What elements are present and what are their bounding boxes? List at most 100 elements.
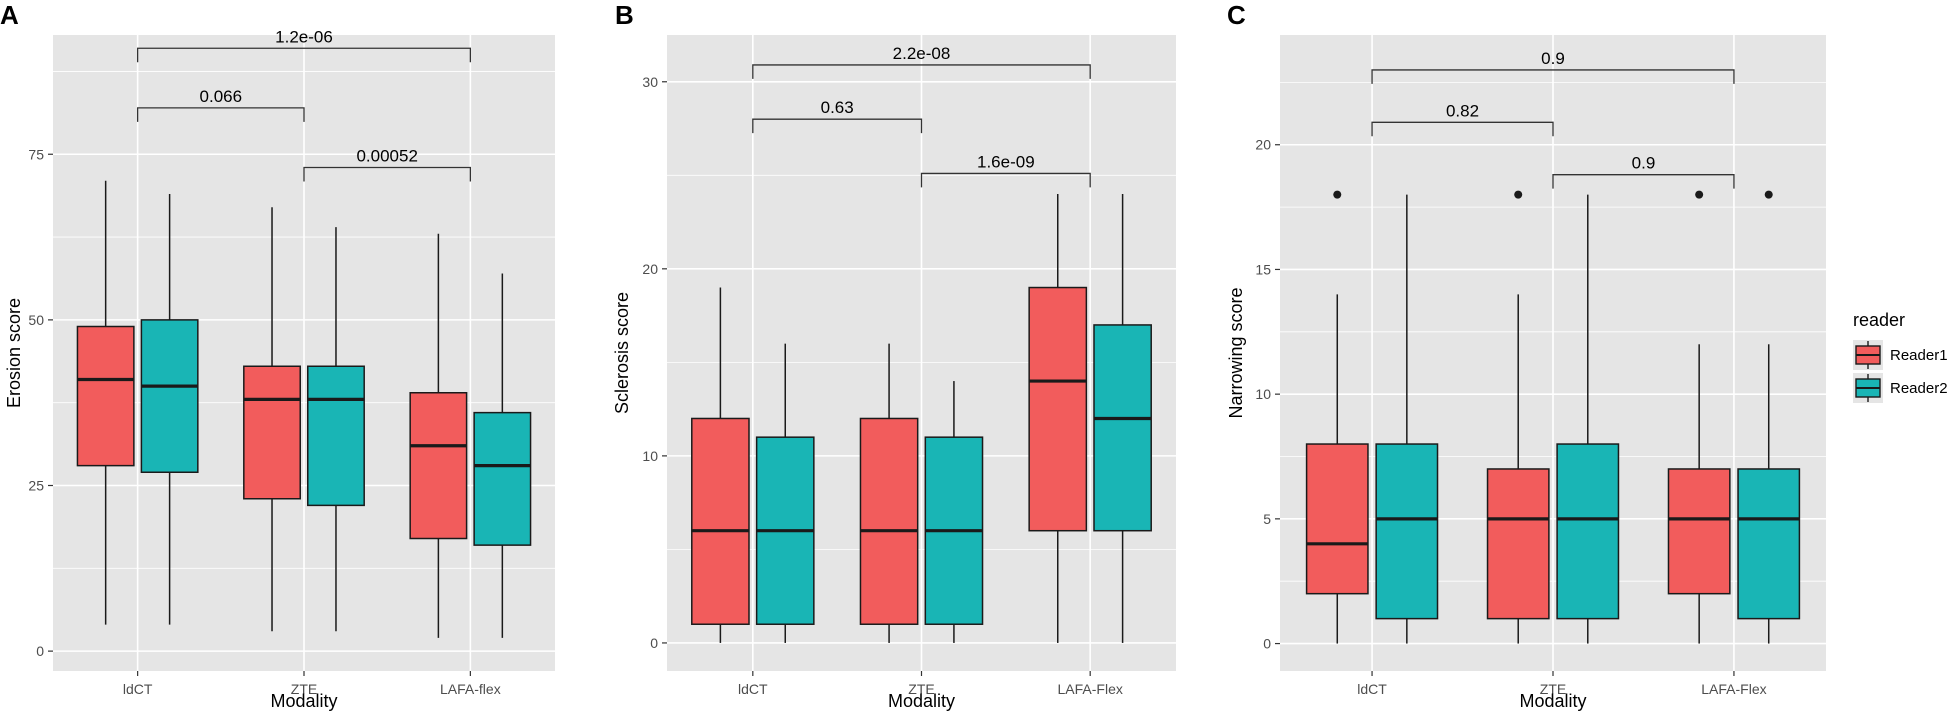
bracket-line <box>136 47 472 63</box>
box-iqr <box>409 392 468 540</box>
p-value-label: 0.066 <box>200 87 243 106</box>
x-tick-label: ZTE <box>1540 681 1566 697</box>
comparison-bracket: 1.6e-09 <box>920 152 1091 188</box>
x-axis-title: Modality <box>888 691 955 711</box>
comparison-bracket: 0.00052 <box>303 147 472 182</box>
y-tick-label: 0 <box>36 643 44 659</box>
p-value-label: 0.9 <box>1541 49 1565 68</box>
legend-entry: Reader2 <box>1853 373 1948 403</box>
y-tick-label: 10 <box>1255 386 1271 402</box>
box-reader2 <box>1737 190 1801 644</box>
bracket-line <box>1371 69 1735 84</box>
p-value-label: 1.6e-09 <box>977 152 1035 171</box>
box-iqr <box>1737 468 1801 620</box>
y-tick-label: 15 <box>1255 261 1271 277</box>
box-reader1 <box>243 207 301 632</box>
box-iqr <box>1093 324 1152 532</box>
box-iqr <box>1486 468 1550 620</box>
box-iqr <box>1556 443 1620 620</box>
p-value-label: 0.9 <box>1632 154 1656 173</box>
box-iqr <box>859 417 919 625</box>
bracket-line <box>1552 174 1735 189</box>
box-reader1 <box>859 343 919 643</box>
y-tick-label: 20 <box>1255 137 1271 153</box>
box-reader2 <box>307 227 365 632</box>
box-iqr <box>76 325 135 467</box>
bracket-line <box>920 172 1091 188</box>
legend-entry: Reader1 <box>1853 340 1948 370</box>
box-iqr <box>307 365 365 507</box>
box-reader2 <box>1556 194 1620 644</box>
box-reader2 <box>755 343 815 643</box>
x-tick-label: LAFA-Flex <box>1701 681 1766 697</box>
box-reader2 <box>1093 194 1152 643</box>
p-value-label: 0.00052 <box>356 147 417 166</box>
x-axis-title: Modality <box>270 691 337 711</box>
y-tick-label: 0 <box>650 635 658 651</box>
y-tick-label: 50 <box>28 312 44 328</box>
y-tick-label: 25 <box>28 478 44 494</box>
x-axis-title: Modality <box>1519 691 1586 711</box>
x-tick-label: ldCT <box>1357 681 1387 697</box>
box-reader2 <box>924 381 984 643</box>
x-tick-label: ZTE <box>291 681 317 697</box>
box-iqr <box>243 365 301 500</box>
panel-letter: A <box>0 0 19 30</box>
box-iqr <box>1028 286 1088 532</box>
outlier-point <box>1333 190 1342 199</box>
y-tick-label: 5 <box>1263 511 1271 527</box>
legend-label: Reader1 <box>1890 347 1948 364</box>
box-iqr <box>691 417 750 625</box>
box-iqr <box>1667 468 1731 595</box>
legend-label: Reader2 <box>1890 380 1948 397</box>
bracket-line <box>1371 121 1554 137</box>
panel-letter: C <box>1227 0 1246 30</box>
panel-letter: B <box>615 0 634 30</box>
comparison-bracket: 0.63 <box>752 98 923 134</box>
legend-title: reader <box>1853 310 1905 330</box>
y-tick-label: 20 <box>642 261 658 277</box>
panel-a: 0 25 50 75 ldCT ZTE LAFA-flex 1.2e-06 0.066 0.000… <box>0 0 555 711</box>
x-tick-label: LAFA-flex <box>440 681 501 697</box>
outlier-point <box>1514 190 1523 199</box>
box-reader1 <box>1486 190 1550 644</box>
bracket-line <box>752 64 1091 79</box>
panel-b: 0 10 20 30 ldCT ZTE LAFA-Flex 2.2e-08 0.63 1.6e-0… <box>612 0 1176 711</box>
legend: reader Reader1 Reader2 <box>1853 310 1948 403</box>
p-value-label: 0.63 <box>821 98 854 117</box>
y-tick-label: 75 <box>28 146 44 162</box>
comparison-bracket: 2.2e-08 <box>752 44 1091 79</box>
p-value-label: 0.82 <box>1446 101 1479 120</box>
y-axis-title: Narrowing score <box>1226 287 1246 418</box>
panel-c: 0 5 10 15 20 ldCT ZTE LAFA-Flex 0.9 0.82 0.9 Modali… <box>1226 0 1826 711</box>
bracket-line <box>752 118 923 134</box>
box-iqr <box>140 319 199 473</box>
y-axis-title: Sclerosis score <box>612 292 632 414</box>
y-tick-label: 10 <box>642 448 658 464</box>
bracket-line <box>136 107 305 122</box>
box-reader1 <box>1667 190 1731 644</box>
y-axis-title: Erosion score <box>4 298 24 408</box>
box-reader1 <box>76 180 135 625</box>
box-reader1 <box>691 287 750 643</box>
comparison-bracket: 1.2e-06 <box>136 27 472 63</box>
comparison-bracket: 0.9 <box>1371 49 1735 84</box>
x-tick-label: ZTE <box>908 681 934 697</box>
outlier-point <box>1695 190 1704 199</box>
box-reader1 <box>409 233 468 638</box>
box-iqr <box>1375 443 1439 620</box>
comparison-bracket: 0.9 <box>1552 154 1735 189</box>
comparison-bracket: 0.066 <box>136 87 305 122</box>
y-tick-label: 30 <box>642 74 658 90</box>
bracket-line <box>303 166 472 182</box>
p-value-label: 1.2e-06 <box>275 27 333 46</box>
x-tick-label: ldCT <box>738 681 768 697</box>
y-tick-label: 0 <box>1263 636 1271 652</box>
x-tick-label: LAFA-Flex <box>1058 681 1123 697</box>
outlier-point <box>1764 190 1773 199</box>
box-reader2 <box>473 273 532 638</box>
comparison-bracket: 0.82 <box>1371 101 1554 137</box>
box-iqr <box>473 411 532 546</box>
